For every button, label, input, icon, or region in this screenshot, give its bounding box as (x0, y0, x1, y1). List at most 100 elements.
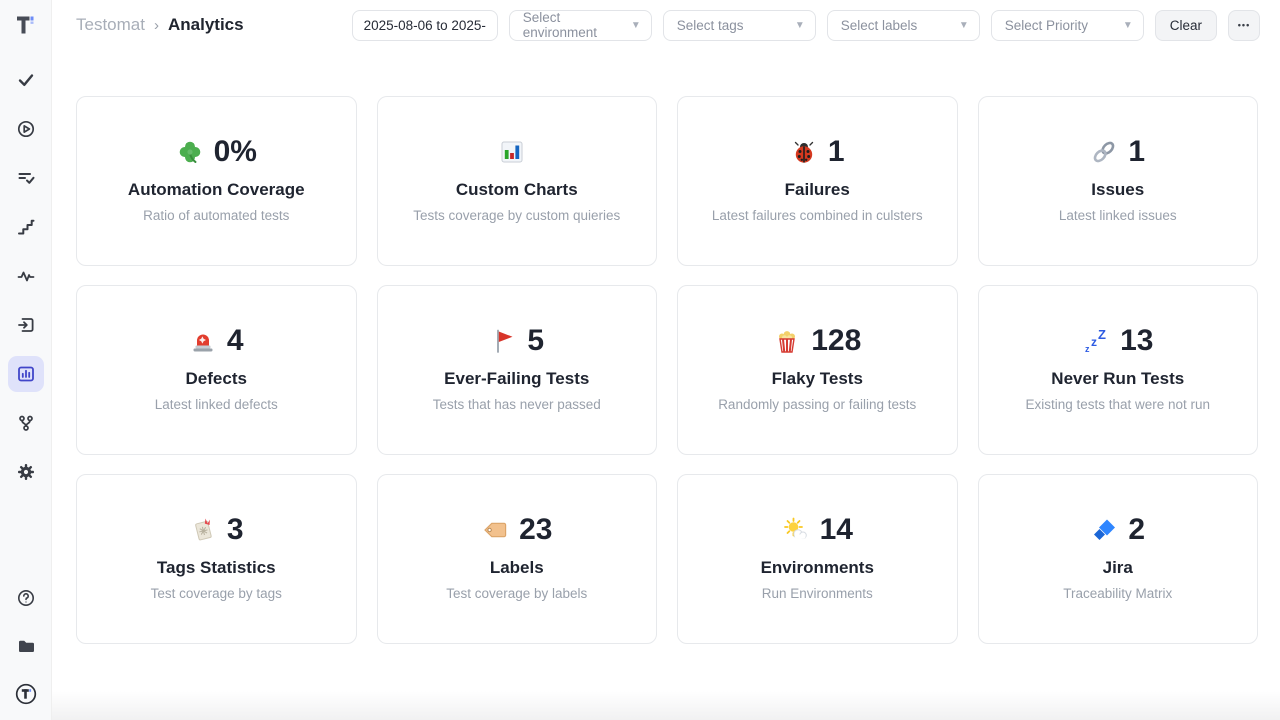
bookmark-icon (195, 518, 212, 541)
card-subtitle: Latest linked issues (1058, 208, 1177, 223)
card-value: 23 (519, 513, 553, 546)
card-value: 13 (1120, 324, 1154, 357)
ladybug-icon (794, 141, 814, 163)
sidebar-item-branches[interactable] (8, 405, 44, 441)
help-button[interactable] (8, 580, 44, 616)
card-subtitle: Run Environments (761, 586, 873, 601)
card-title: Labels (489, 558, 544, 577)
gear-icon (17, 464, 34, 480)
card-title: Custom Charts (455, 180, 578, 199)
bar-chart-icon (501, 141, 523, 163)
card-subtitle: Traceability Matrix (1063, 586, 1173, 601)
card-ever-failing-tests[interactable]: 5 Ever-Failing Tests Tests that has neve… (376, 285, 657, 455)
ellipsis-icon: ••• (1237, 20, 1251, 30)
card-subtitle: Test coverage by labels (446, 586, 588, 601)
priority-select[interactable]: Select Priority ▼ (990, 9, 1144, 41)
card-issues[interactable]: 1 Issues Latest linked issues (977, 96, 1258, 266)
card-title: Environments (760, 558, 874, 577)
link-icon (1094, 141, 1115, 163)
card-subtitle: Tests that has never passed (432, 397, 601, 412)
tags-select-placeholder: Select tags (676, 17, 744, 33)
environment-select-placeholder: Select environment (522, 10, 598, 40)
card-automation-coverage[interactable]: 0% Automation Coverage Ratio of automate… (76, 96, 357, 266)
svg-text:Z: Z (1098, 327, 1106, 342)
card-subtitle: Tests coverage by custom quieries (413, 208, 621, 223)
card-defects[interactable]: 4 Defects Latest linked defects (76, 285, 357, 455)
card-environments[interactable]: 14 Environments Run Environments (677, 474, 958, 644)
card-title: Defects (185, 369, 247, 388)
page-title: Analytics (167, 15, 244, 34)
filter-bar: Select environment ▼ Select tags ▼ Selec… (351, 9, 1260, 41)
labels-select[interactable]: Select labels ▼ (826, 9, 980, 41)
sidebar-item-pulse[interactable] (8, 258, 44, 294)
card-subtitle: Existing tests that were not run (1025, 397, 1211, 412)
card-flaky-tests[interactable]: 128 Flaky Tests Randomly passing or fail… (677, 285, 958, 455)
check-icon (18, 74, 33, 86)
card-value: 2 (1128, 513, 1146, 546)
breadcrumb-project[interactable]: Testomat (76, 15, 145, 34)
more-options-button[interactable]: ••• (1228, 9, 1260, 41)
breadcrumb-separator: › (153, 16, 159, 34)
card-custom-charts[interactable]: Custom Charts Tests coverage by custom q… (376, 96, 657, 266)
card-tags-statistics[interactable]: 3 Tags Statistics Test coverage by tags (76, 474, 357, 644)
list-check-icon (18, 173, 34, 184)
card-jira[interactable]: 2 Jira Traceability Matrix (977, 474, 1258, 644)
card-subtitle: Randomly passing or failing tests (718, 397, 917, 412)
card-value: 1 (1128, 135, 1146, 168)
card-value: 128 (811, 324, 862, 357)
pulse-icon (17, 271, 34, 282)
card-subtitle: Ratio of automated tests (143, 208, 290, 223)
branch-icon (18, 415, 33, 431)
chevron-down-icon: ▼ (794, 19, 805, 31)
testomat-badge-icon (15, 683, 36, 705)
help-icon (17, 590, 34, 606)
chevron-down-icon: ▼ (630, 19, 641, 31)
clear-button[interactable]: Clear (1154, 9, 1217, 41)
main-area: Testomat › Analytics Select environment … (52, 0, 1280, 720)
sidebar-item-runs[interactable] (8, 111, 44, 147)
clover-icon (179, 141, 200, 163)
breadcrumb: Testomat › Analytics (76, 15, 244, 35)
sidebar-item-plans[interactable] (8, 160, 44, 196)
date-range-control (351, 9, 498, 41)
card-value: 14 (819, 513, 853, 546)
popcorn-icon (779, 331, 796, 353)
sidebar-item-settings[interactable] (8, 454, 44, 490)
svg-text:z: z (1091, 335, 1097, 349)
card-labels[interactable]: 23 Labels Test coverage by labels (376, 474, 657, 644)
siren-icon (193, 334, 213, 352)
sidebar-nav (7, 62, 44, 490)
card-title: Never Run Tests (1051, 369, 1185, 388)
folder-icon (18, 640, 34, 652)
sidebar-item-tests[interactable] (8, 62, 44, 98)
card-title: Tags Statistics (156, 558, 276, 577)
card-value: 5 (527, 324, 545, 357)
sidebar-item-imports[interactable] (8, 307, 44, 343)
play-circle-icon (17, 120, 34, 138)
date-range-input[interactable] (351, 17, 498, 33)
analytics-bar-chart-icon (17, 366, 34, 382)
card-value: 0% (213, 135, 257, 168)
projects-button[interactable] (8, 628, 44, 664)
sidebar-item-analytics[interactable] (7, 356, 44, 392)
testomat-logo-icon[interactable] (14, 10, 38, 40)
card-title: Jira (1102, 558, 1133, 577)
svg-text:z: z (1085, 344, 1090, 354)
stairs-icon (17, 219, 34, 235)
tags-select[interactable]: Select tags ▼ (662, 9, 816, 41)
card-subtitle: Test coverage by tags (150, 586, 282, 601)
environment-select[interactable]: Select environment ▼ (508, 9, 652, 41)
sidebar (0, 0, 52, 720)
card-value: 1 (827, 135, 845, 168)
card-title: Failures (784, 180, 850, 199)
card-title: Automation Coverage (127, 180, 305, 199)
flag-icon (497, 329, 513, 353)
account-button[interactable] (8, 676, 44, 712)
label-icon (484, 522, 507, 538)
labels-select-placeholder: Select labels (840, 17, 918, 33)
card-subtitle: Latest linked defects (154, 397, 278, 412)
sidebar-item-steps[interactable] (8, 209, 44, 245)
card-failures[interactable]: 1 Failures Latest failures combined in c… (677, 96, 958, 266)
